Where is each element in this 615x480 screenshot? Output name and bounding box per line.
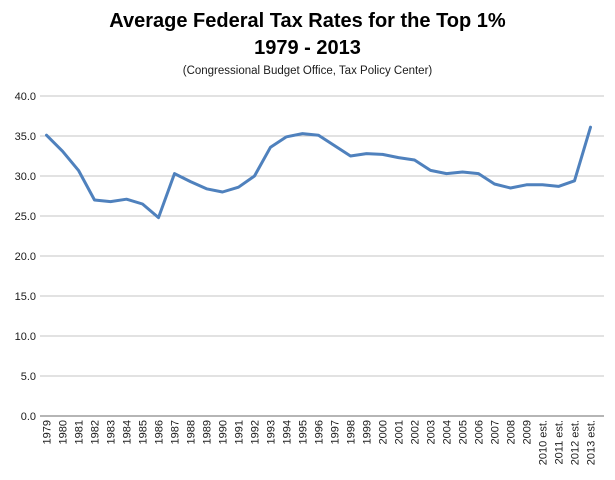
chart-title-line2: 1979 - 2013 — [254, 37, 361, 59]
y-axis-tick-label: 5.0 — [21, 371, 36, 383]
y-axis-tick-label: 10.0 — [15, 331, 36, 343]
x-axis-tick-label: 1982 — [90, 420, 102, 444]
y-axis-tick-label: 0.0 — [21, 411, 36, 423]
tax-rate-series-line — [45, 125, 592, 220]
x-axis-tick-label: 1994 — [282, 420, 294, 444]
x-axis-tick-label: 2013 est. — [586, 420, 598, 465]
chart-header: Average Federal Tax Rates for the Top 1%… — [0, 8, 615, 77]
x-axis-tick-label: 1986 — [154, 420, 166, 444]
y-axis-tick-label: 35.0 — [15, 131, 36, 143]
chart-title-line1: Average Federal Tax Rates for the Top 1% — [109, 10, 506, 32]
x-axis-tick-label: 1999 — [362, 420, 374, 444]
x-axis-tick-label: 1984 — [122, 420, 134, 444]
x-axis-tick-label: 2009 — [522, 420, 534, 444]
x-axis-tick-label: 2004 — [442, 420, 454, 444]
x-axis-tick-label: 1985 — [138, 420, 150, 444]
x-axis-tick-label: 1995 — [298, 420, 310, 444]
x-axis-tick-label: 1993 — [266, 420, 278, 444]
x-axis-tick-label: 1992 — [250, 420, 262, 444]
x-axis-tick-label: 1990 — [218, 420, 230, 444]
x-axis-tick-label: 2000 — [378, 420, 390, 444]
x-axis-tick-label: 2001 — [394, 420, 406, 444]
y-axis-tick-label: 20.0 — [15, 251, 36, 263]
x-axis-tick-label: 1980 — [58, 420, 70, 444]
x-axis-tick-label: 2005 — [458, 420, 470, 444]
x-axis-tick-label: 1998 — [346, 420, 358, 444]
x-axis-tick-label: 1988 — [186, 420, 198, 444]
x-axis-tick-label: 2002 — [410, 420, 422, 444]
x-axis-tick-label: 2010 est. — [538, 420, 550, 465]
x-axis-tick-label: 2011 est. — [554, 420, 566, 464]
x-axis-tick-label: 1997 — [330, 420, 342, 444]
x-axis-tick-label: 1987 — [170, 420, 182, 444]
x-axis-tick-label: 1989 — [202, 420, 214, 444]
chart-source-subtitle: (Congressional Budget Office, Tax Policy… — [182, 65, 433, 77]
x-axis-tick-label: 1983 — [106, 420, 118, 444]
y-axis-tick-label: 40.0 — [15, 91, 36, 103]
y-axis-tick-label: 25.0 — [15, 211, 36, 223]
x-axis-tick-label: 2007 — [490, 420, 502, 444]
x-axis-tick-label: 1996 — [314, 420, 326, 444]
x-axis-tick-label: 2006 — [474, 420, 486, 444]
x-axis-tick-label: 2008 — [506, 420, 518, 444]
x-axis-tick-label: 1991 — [234, 420, 246, 444]
x-axis-tick-label: 1981 — [74, 420, 86, 444]
x-axis-tick-label: 2012 est. — [570, 420, 582, 465]
x-axis-tick-label: 2003 — [426, 420, 438, 444]
x-axis-tick-label: 1979 — [42, 420, 54, 444]
y-axis-tick-label: 30.0 — [15, 171, 36, 183]
y-axis-tick-label: 15.0 — [15, 291, 36, 303]
